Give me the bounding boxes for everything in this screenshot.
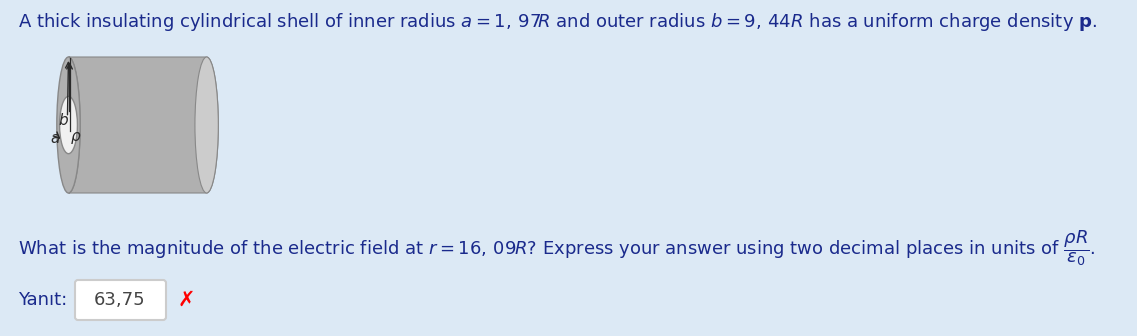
Text: $b$: $b$ — [58, 112, 69, 128]
Text: Yanıt:: Yanıt: — [18, 291, 67, 309]
Ellipse shape — [59, 96, 77, 154]
Polygon shape — [68, 57, 218, 193]
Text: 63,75: 63,75 — [94, 291, 146, 309]
Ellipse shape — [57, 57, 81, 193]
Text: $a$: $a$ — [50, 131, 60, 146]
Text: A thick insulating cylindrical shell of inner radius $a = 1,\,97R$ and outer rad: A thick insulating cylindrical shell of … — [18, 11, 1097, 33]
FancyBboxPatch shape — [75, 280, 166, 320]
Ellipse shape — [194, 57, 218, 193]
Text: ✗: ✗ — [179, 290, 196, 310]
Text: $\rho$: $\rho$ — [70, 130, 82, 146]
Text: What is the magnitude of the electric field at $r = 16,\,09R$? Express your answ: What is the magnitude of the electric fi… — [18, 228, 1096, 268]
